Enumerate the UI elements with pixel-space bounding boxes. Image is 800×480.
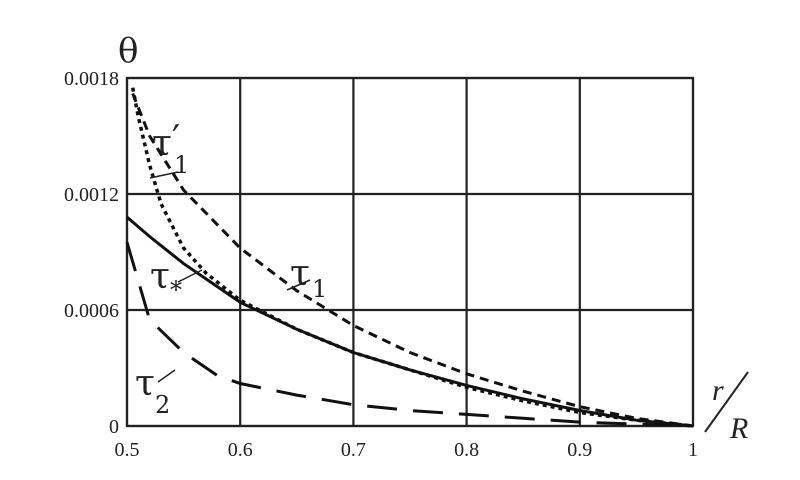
curve-label-symbol: τ <box>290 253 310 294</box>
curve-label-subscript: 1 <box>312 275 327 303</box>
x-tick-label: 0.9 <box>567 439 592 461</box>
x-axis-label-numerator: r <box>712 374 724 407</box>
curve-label-leader <box>177 269 203 283</box>
y-tick-label: 0 <box>109 416 119 438</box>
y-tick-label: 0.0012 <box>64 184 119 206</box>
curve-label-symbol: τ <box>150 256 170 297</box>
curve-label-leader <box>286 279 311 291</box>
series-line-3 <box>126 216 694 428</box>
x-tick-label: 0.5 <box>115 439 140 461</box>
curve-label-symbol: τ <box>152 123 172 164</box>
curve-label-prime: ′ <box>172 119 180 160</box>
curve-label-leader <box>149 171 179 179</box>
curve-label: τ2 <box>135 363 170 419</box>
plot-frame <box>125 76 695 428</box>
y-tick-label: 0.0006 <box>64 300 119 322</box>
y-axis-label: θ <box>118 31 138 71</box>
curve-label: τ ′1 <box>152 119 189 179</box>
series-line-2 <box>130 87 694 428</box>
series-line-4 <box>125 241 694 428</box>
x-axis-label: r R <box>704 371 749 445</box>
x-axis-label-slash <box>704 371 749 433</box>
x-tick-label: 0.6 <box>228 439 253 461</box>
y-tick-label: 0.0018 <box>64 68 119 90</box>
curve-label: τ * <box>150 256 182 304</box>
curve-labels: τ 1τ ′1τ *τ2 <box>135 119 327 419</box>
x-tick-label: 1 <box>688 439 698 461</box>
x-tick-label: 0.8 <box>454 439 479 461</box>
x-tick-label: 0.7 <box>341 439 366 461</box>
series-group <box>125 87 694 428</box>
series-line-1 <box>131 92 694 428</box>
curve-label-subscript: 2 <box>155 391 170 419</box>
curve-label-symbol: τ <box>135 363 155 404</box>
curve-label-subscript: 1 <box>174 151 189 179</box>
tick-labels: 0.5 0.6 0.7 0.8 0.9 1 0 0.0006 0.0012 0.0018 <box>64 68 698 461</box>
curve-label-leader <box>157 369 176 383</box>
x-axis-label-denominator: R <box>729 412 748 445</box>
curve-label-subscript: * <box>170 276 182 304</box>
grid <box>125 76 695 428</box>
